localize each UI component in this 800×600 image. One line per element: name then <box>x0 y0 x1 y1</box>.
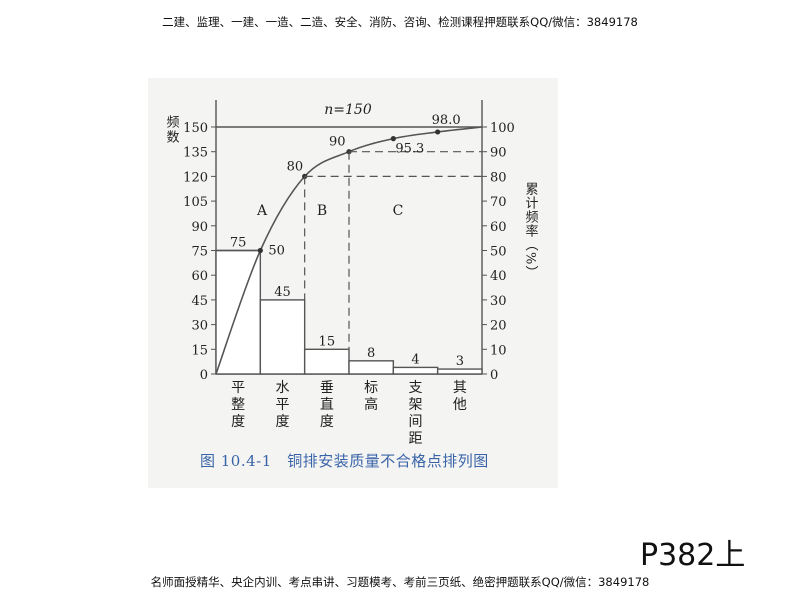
y-tick-label: 30 <box>191 319 208 334</box>
category-label-char: 平 <box>276 397 290 413</box>
y2-tick-label: 40 <box>490 269 507 284</box>
category-label-char: 度 <box>276 414 290 430</box>
cumulative-curve <box>215 126 483 375</box>
category-label-char: 度 <box>231 414 245 430</box>
category-label-char: 其 <box>453 380 467 396</box>
bar-2 <box>259 299 306 375</box>
y2-tick-label: 80 <box>490 170 507 185</box>
y-tick-label: 150 <box>183 121 208 136</box>
cumulative-point-label: 90 <box>329 135 346 150</box>
cumulative-point-label: 98.0 <box>432 113 461 128</box>
category-label-char: 直 <box>320 396 334 413</box>
y-tick-label: 15 <box>191 343 208 358</box>
bar-3 <box>303 348 350 375</box>
y-tick-label: 135 <box>183 146 208 161</box>
y2-tick-label: 30 <box>490 294 507 309</box>
category-label-char: 高 <box>364 396 378 413</box>
bar-value-label: 4 <box>411 352 419 367</box>
chart-axes: 0 15 30 45 60 75 90 105 120 135 150 0 10 20 30 40 50 60 70… <box>164 100 539 383</box>
bar-value-label: 8 <box>367 346 375 361</box>
bar-value-label: 3 <box>456 354 464 369</box>
category-label-char: 距 <box>409 431 423 447</box>
y-tick-label: 120 <box>183 170 208 185</box>
cumulative-point <box>390 136 396 142</box>
cumulative-point <box>435 129 441 135</box>
category-label-char: 平 <box>231 380 245 396</box>
category-label-char: 支 <box>409 380 423 396</box>
y2-tick-label: 0 <box>490 368 498 383</box>
bar-6 <box>436 368 483 375</box>
y-tick-label: 0 <box>200 368 208 383</box>
y2-tick-label: 70 <box>490 195 507 210</box>
category-label-char: 他 <box>453 397 467 413</box>
cumulative-point <box>257 247 263 254</box>
y2-tick-label: 90 <box>490 146 507 161</box>
category-label-char: 架 <box>409 397 423 413</box>
y-tick-label: 105 <box>183 195 208 210</box>
footer-note: 名师面授精华、央企内训、考点串讲、习题模考、考前三页纸、绝密押题联系QQ/微信：… <box>150 575 650 589</box>
y-tick-label: 45 <box>191 294 208 309</box>
category-label-char: 整 <box>231 397 245 413</box>
zone-label-b: B <box>317 203 327 219</box>
y2-axis-title: 累计频率（%） <box>523 182 539 279</box>
zone-label-a: A <box>256 203 268 219</box>
y-axis-title: 频数 <box>164 115 180 145</box>
y-tick-label: 60 <box>191 269 208 284</box>
cumulative-point-label: 95.3 <box>395 142 424 157</box>
bar-value-label: 75 <box>230 236 247 251</box>
y2-tick-label: 50 <box>490 245 507 260</box>
category-label-char: 度 <box>320 414 334 430</box>
page-reference: P382上 <box>640 538 746 573</box>
y-tick-label: 75 <box>191 245 208 260</box>
y2-tick-label: 60 <box>490 220 507 235</box>
category-label-char: 间 <box>409 414 423 430</box>
cumulative-point-label: 50 <box>268 244 285 259</box>
y2-tick-label: 10 <box>490 343 507 358</box>
bar-value-label: 15 <box>319 334 336 349</box>
y2-tick-label: 100 <box>490 121 515 136</box>
y2-tick-label: 20 <box>490 319 507 334</box>
bar-4 <box>348 360 395 375</box>
category-label-char: 标 <box>364 380 378 396</box>
header-note: 二建、监理、一建、一造、二造、安全、消防、咨询、检测课程押题联系QQ/微信：38… <box>162 15 638 29</box>
category-label-char: 垂 <box>320 380 334 396</box>
bar-5 <box>392 366 439 375</box>
total-label: n=150 <box>324 102 372 118</box>
figure-caption: 图 10.4-1 铜排安装质量不合格点排列图 <box>200 452 489 470</box>
zone-label-c: C <box>393 203 404 219</box>
y-tick-label: 90 <box>191 220 208 235</box>
bar-value-label: 45 <box>274 285 291 300</box>
category-label-char: 水 <box>276 380 290 396</box>
cumulative-point-label: 80 <box>287 159 304 174</box>
